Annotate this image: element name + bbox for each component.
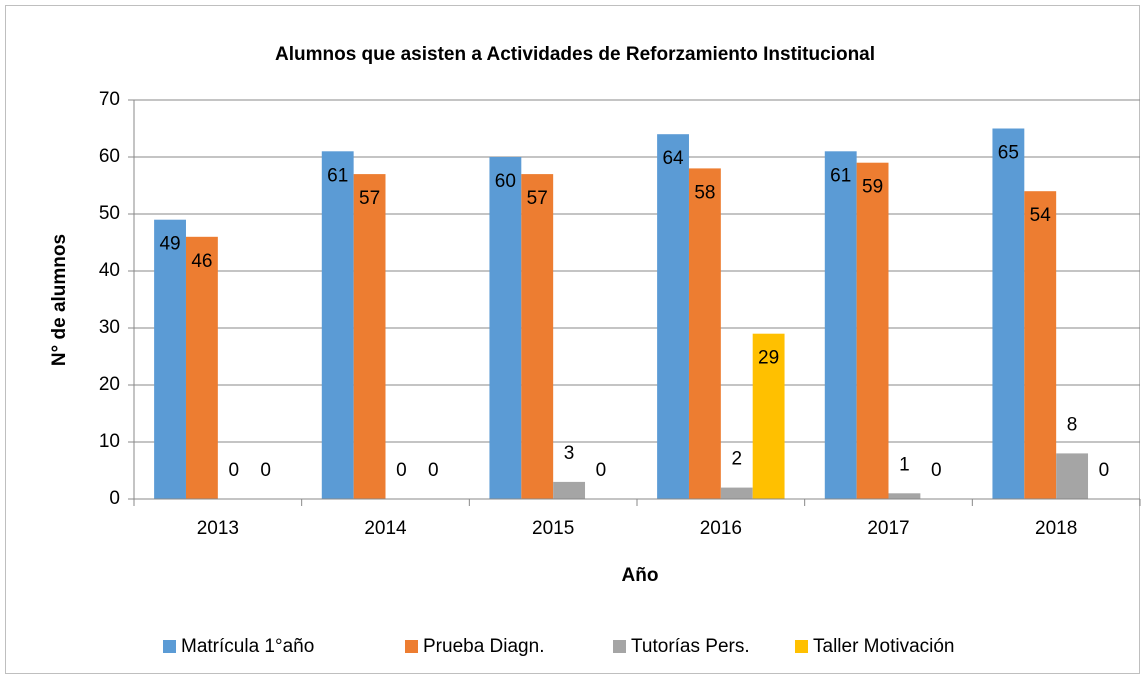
data-label: 46 <box>191 251 212 272</box>
bar <box>888 493 921 499</box>
bar <box>321 151 354 500</box>
bar <box>185 236 218 500</box>
legend-swatch <box>795 640 808 653</box>
x-tick-label: 2013 <box>197 518 239 539</box>
bar <box>489 157 522 499</box>
x-tick-label: 2015 <box>532 518 574 539</box>
x-axis-label: Año <box>622 565 659 586</box>
data-label: 57 <box>359 188 380 209</box>
legend-label: Taller Motivación <box>813 636 955 657</box>
legend-swatch <box>613 640 626 653</box>
legend-swatch <box>163 640 176 653</box>
bar <box>1056 453 1089 499</box>
y-tick-label: 40 <box>99 260 120 281</box>
y-tick-label: 10 <box>99 431 120 452</box>
bar <box>856 162 889 499</box>
data-label: 0 <box>396 460 407 481</box>
bar <box>824 151 857 500</box>
bar <box>1024 191 1057 499</box>
y-tick-label: 0 <box>109 488 120 509</box>
data-label: 61 <box>327 165 348 186</box>
legend-swatch <box>405 640 418 653</box>
data-label: 60 <box>495 171 516 192</box>
legend-label: Tutorías Pers. <box>631 636 750 657</box>
bar <box>154 219 186 499</box>
data-label: 61 <box>830 165 851 186</box>
bar <box>720 487 753 499</box>
data-label: 0 <box>1099 460 1110 481</box>
data-label: 65 <box>998 143 1019 164</box>
y-tick-label: 50 <box>99 203 120 224</box>
data-label: 49 <box>159 234 180 255</box>
chart-title: Alumnos que asisten a Actividades de Ref… <box>275 44 875 65</box>
data-label: 8 <box>1067 414 1078 435</box>
y-tick-label: 30 <box>99 317 120 338</box>
bar <box>353 174 386 499</box>
data-label: 58 <box>694 182 715 203</box>
data-label: 64 <box>662 148 684 169</box>
x-tick-label: 2014 <box>364 518 407 539</box>
bar <box>553 481 586 499</box>
bar <box>657 134 689 499</box>
bar <box>752 333 785 499</box>
legend-label: Prueba Diagn. <box>423 636 544 657</box>
bar <box>992 128 1025 499</box>
bar <box>521 174 554 499</box>
y-tick-label: 60 <box>99 146 120 167</box>
data-label: 3 <box>564 443 575 464</box>
data-label: 57 <box>527 188 548 209</box>
data-label: 0 <box>596 460 607 481</box>
data-label: 0 <box>428 460 439 481</box>
x-tick-label: 2017 <box>867 518 909 539</box>
x-tick-label: 2018 <box>1035 518 1077 539</box>
y-axis-label: N° de alumnos <box>49 234 70 366</box>
data-label: 0 <box>260 460 271 481</box>
data-label: 59 <box>862 177 883 198</box>
data-label: 0 <box>931 460 942 481</box>
data-label: 54 <box>1030 205 1052 226</box>
data-label: 1 <box>899 454 910 475</box>
data-label: 2 <box>731 449 742 470</box>
y-tick-label: 20 <box>99 374 120 395</box>
data-label: 29 <box>758 348 779 369</box>
y-tick-label: 70 <box>99 89 120 110</box>
legend-label: Matrícula 1°año <box>181 636 314 657</box>
data-label: 0 <box>228 460 239 481</box>
bar <box>688 168 721 499</box>
x-tick-label: 2016 <box>700 518 742 539</box>
